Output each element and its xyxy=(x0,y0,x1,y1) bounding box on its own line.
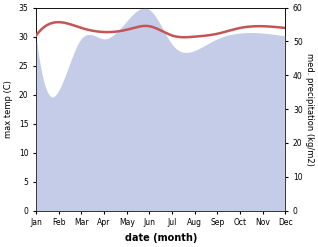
Y-axis label: med. precipitation (kg/m2): med. precipitation (kg/m2) xyxy=(305,53,314,165)
Y-axis label: max temp (C): max temp (C) xyxy=(4,80,13,138)
X-axis label: date (month): date (month) xyxy=(125,233,197,243)
